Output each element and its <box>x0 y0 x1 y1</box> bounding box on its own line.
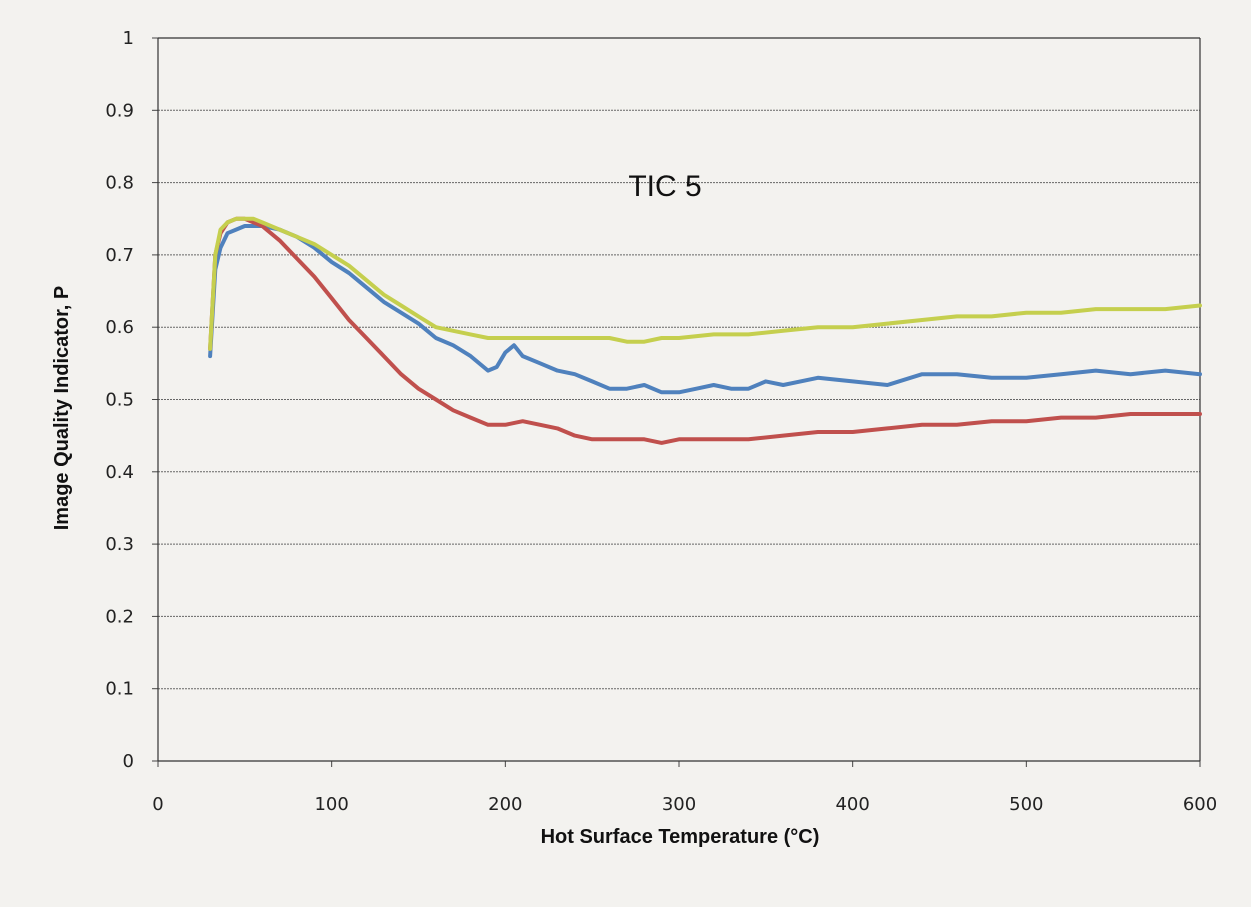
y-tick-label: 0.5 <box>105 390 134 411</box>
chart-annotation: TIC 5 <box>628 170 701 203</box>
y-tick-label: 1 <box>123 28 134 49</box>
y-tick-label: 0.7 <box>105 245 134 266</box>
x-tick-label: 600 <box>1183 794 1217 815</box>
y-tick-label: 0.3 <box>105 534 134 555</box>
y-tick-label: 0.2 <box>105 606 134 627</box>
y-tick-label: 0.1 <box>105 679 134 700</box>
y-tick-label: 0.9 <box>105 100 134 121</box>
x-tick-label: 500 <box>1009 794 1043 815</box>
y-tick-label: 0.8 <box>105 173 134 194</box>
x-tick-label: 200 <box>488 794 522 815</box>
x-tick-label: 300 <box>662 794 696 815</box>
x-tick-label: 0 <box>152 794 163 815</box>
y-tick-label: 0.6 <box>105 317 134 338</box>
y-tick-label: 0 <box>123 751 134 772</box>
x-tick-label: 400 <box>835 794 869 815</box>
y-tick-label: 0.4 <box>105 462 134 483</box>
y-axis-title: Image Quality Indicator, P <box>51 286 73 531</box>
x-tick-label: 100 <box>314 794 348 815</box>
x-axis-title: Hot Surface Temperature (°C) <box>541 826 820 848</box>
